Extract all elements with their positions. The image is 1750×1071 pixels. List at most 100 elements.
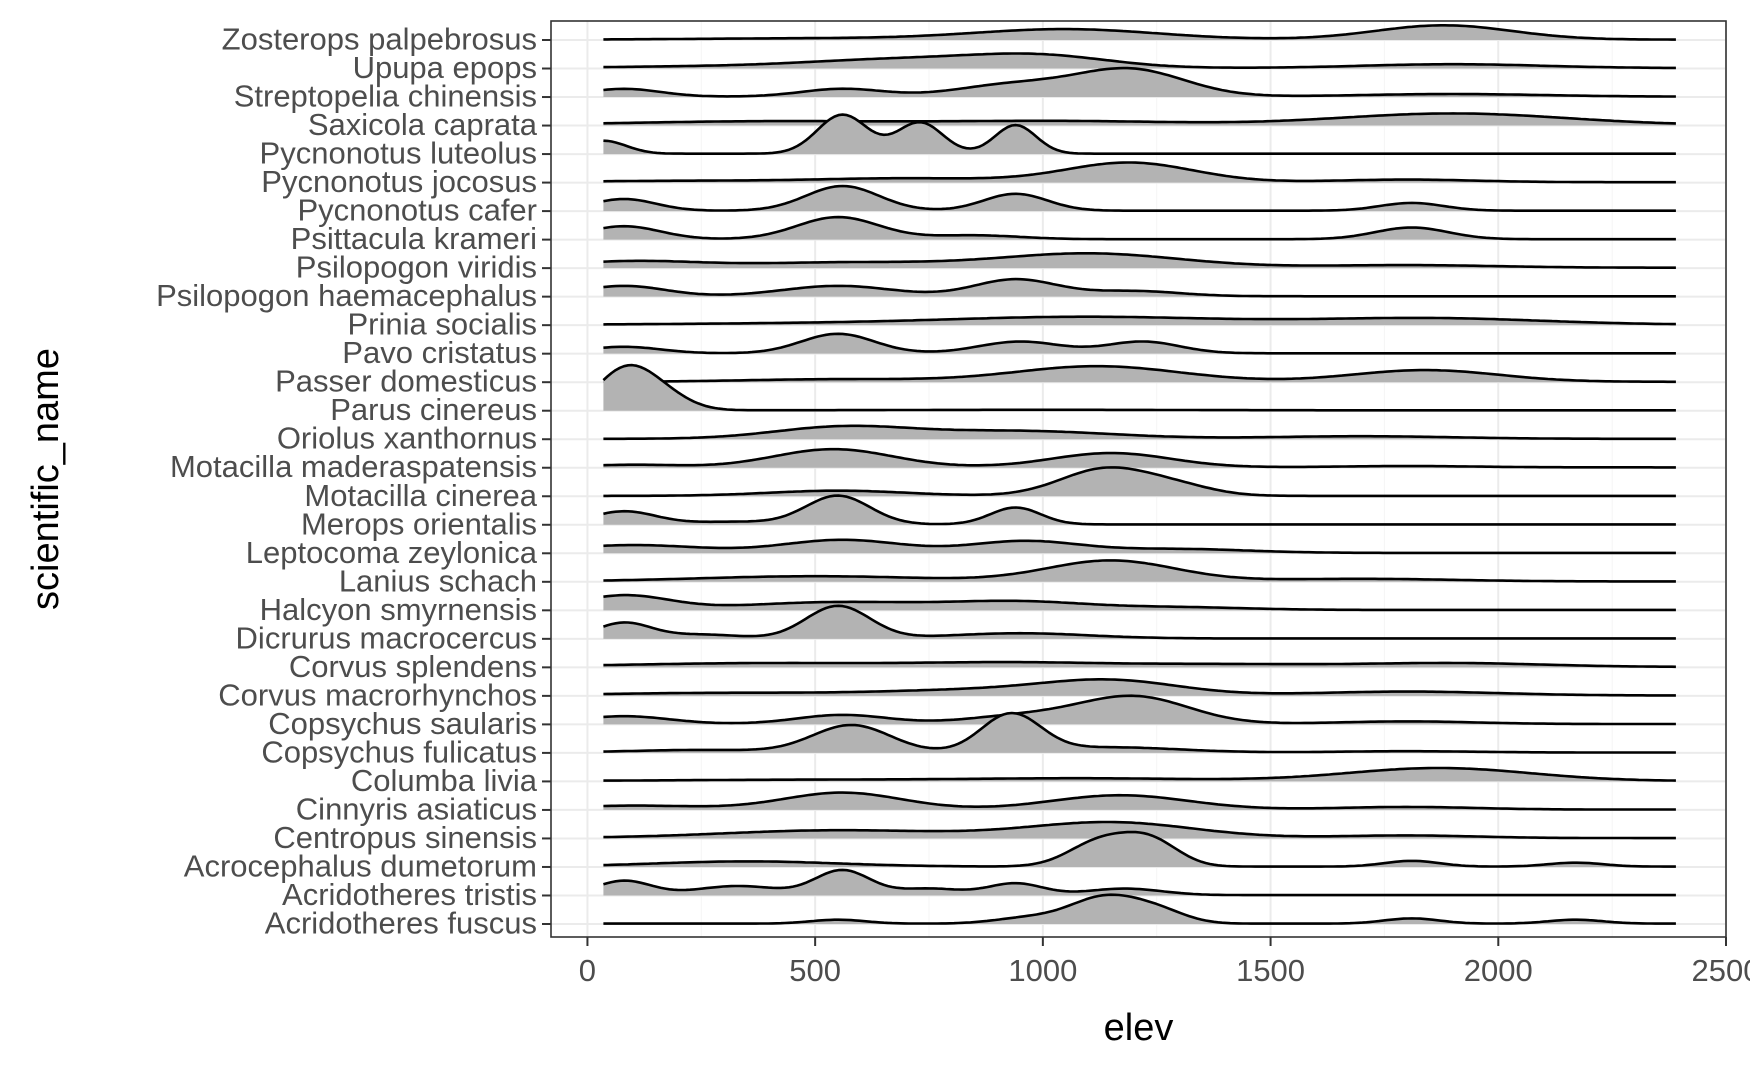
ridge-area: [603, 713, 1676, 753]
ridge-line: [603, 830, 1676, 868]
ridge-line: [603, 604, 1676, 640]
ridge-line: [603, 868, 1676, 897]
y-tick-label: Acridotheres fuscus: [265, 906, 537, 941]
ridge-area: [603, 832, 1676, 867]
ridge-line: [603, 559, 1676, 583]
y-tick-label: Motacilla maderaspatensis: [170, 449, 537, 484]
ridge-motacilla-maderaspatensis: [603, 447, 1676, 469]
ridge-area: [603, 495, 1676, 525]
y-tick-label: Leptocoma zeylonica: [246, 535, 538, 570]
y-tick-label: Psilopogon haemacephalus: [156, 278, 537, 313]
y-tick-label: Corvus splendens: [289, 649, 537, 684]
ridge-leptocoma-zeylonica: [603, 538, 1676, 555]
y-tick-label: Upupa epops: [353, 50, 537, 85]
ridge-line: [603, 161, 1676, 184]
ridge-acrocephalus-dumetorum: [603, 830, 1676, 868]
ridge-area: [603, 768, 1676, 782]
ridge-columba-livia: [603, 766, 1676, 782]
ridge-zosterops-palpebrosus: [603, 24, 1676, 41]
ridge-line: [603, 52, 1676, 70]
y-tick-label: Passer domesticus: [275, 364, 537, 399]
ridge-line: [603, 791, 1676, 811]
ridge-area: [603, 605, 1676, 639]
ridge-area: [603, 560, 1676, 582]
ridge-area: [603, 425, 1676, 440]
ridge-area: [603, 539, 1676, 554]
y-tick-label: Columba livia: [351, 763, 538, 798]
panel-border: [550, 20, 1727, 938]
ridge-parus-cinereus: [602, 363, 1676, 412]
ridge-prinia-socialis: [603, 315, 1676, 326]
y-tick-label: Copsychus saularis: [268, 706, 537, 741]
ridge-line: [603, 424, 1676, 441]
ridge-line: [603, 660, 1676, 669]
ridge-line: [602, 363, 1676, 412]
ridge-line: [603, 113, 1676, 155]
ridge-area: [603, 217, 1676, 240]
ridge-line: [603, 277, 1676, 298]
ridge-psilopogon-viridis: [603, 252, 1676, 269]
y-tick-label: Corvus macrorhynchos: [218, 677, 537, 712]
ridge-acridotheres-fuscus: [603, 893, 1676, 925]
y-tick-label: Pycnonotus jocosus: [261, 164, 537, 199]
ridge-line: [603, 447, 1676, 469]
ridge-area: [603, 186, 1676, 212]
ridge-line: [603, 215, 1676, 241]
ridge-upupa-epops: [603, 52, 1676, 70]
y-tick-label: Merops orientalis: [301, 506, 537, 541]
ridge-area: [603, 595, 1676, 611]
x-axis-title: elev: [1104, 1007, 1174, 1049]
ridge-area: [603, 822, 1676, 839]
ridge-area: [603, 792, 1676, 810]
y-tick-label: Acrocephalus dumetorum: [184, 848, 537, 883]
ridge-passer-domesticus: [603, 364, 1676, 384]
ridge-line: [603, 820, 1676, 840]
y-tick-label: Parus cinereus: [330, 392, 537, 427]
x-tick-label: 500: [789, 953, 841, 988]
ridge-area: [603, 366, 1676, 383]
ridge-motacilla-cinerea: [603, 466, 1676, 498]
ridge-area: [603, 253, 1676, 269]
x-tick-label: 1000: [1008, 953, 1077, 988]
y-tick-label: Halcyon smyrnensis: [260, 592, 537, 627]
x-tick-label: 2000: [1464, 953, 1533, 988]
y-tick-label: Saxicola caprata: [308, 107, 538, 142]
y-tick-label: Pycnonotus cafer: [297, 193, 537, 228]
ridge-line: [603, 494, 1676, 526]
ridge-line: [603, 315, 1676, 326]
ridge-dicrurus-macrocercus: [603, 604, 1676, 640]
x-tick-label: 0: [579, 953, 596, 988]
ridge-area: [603, 869, 1676, 896]
ridge-merops-orientalis: [603, 494, 1676, 526]
ridge-line: [603, 593, 1676, 612]
ridge-pycnonotus-jocosus: [603, 161, 1676, 184]
y-tick-label: Psittacula krameri: [291, 221, 537, 256]
ridge-streptopelia-chinensis: [603, 66, 1676, 98]
ridge-pycnonotus-luteolus: [603, 113, 1676, 155]
ridge-oriolus-xanthornus: [603, 424, 1676, 441]
ridge-line: [603, 466, 1676, 498]
ridge-lanius-schach: [603, 559, 1676, 583]
y-tick-label: Copsychus fulicatus: [261, 734, 537, 769]
density-ridges: [602, 24, 1676, 925]
ridge-halcyon-smyrnensis: [603, 593, 1676, 612]
ridge-line: [603, 184, 1676, 212]
ridge-corvus-macrorhynchos: [603, 678, 1676, 697]
ridge-acridotheres-tristis: [603, 868, 1676, 897]
ridge-line: [603, 332, 1676, 355]
ridge-cinnyris-asiaticus: [603, 791, 1676, 811]
y-tick-label: Dicrurus macrocercus: [236, 620, 537, 655]
ridge-corvus-splendens: [603, 660, 1676, 669]
ridge-copsychus-fulicatus: [603, 711, 1676, 754]
ridge-area: [603, 467, 1676, 497]
ridge-line: [603, 678, 1676, 697]
ridge-line: [603, 538, 1676, 555]
ridge-pavo-cristatus: [603, 332, 1676, 355]
y-tick-label: Lanius schach: [339, 563, 537, 598]
ridge-centropus-sinensis: [603, 820, 1676, 840]
ridge-line: [603, 112, 1676, 125]
ridge-psilopogon-haemacephalus: [603, 277, 1676, 298]
y-axis-title: scientific_name: [25, 348, 67, 610]
ridge-line: [603, 766, 1676, 782]
